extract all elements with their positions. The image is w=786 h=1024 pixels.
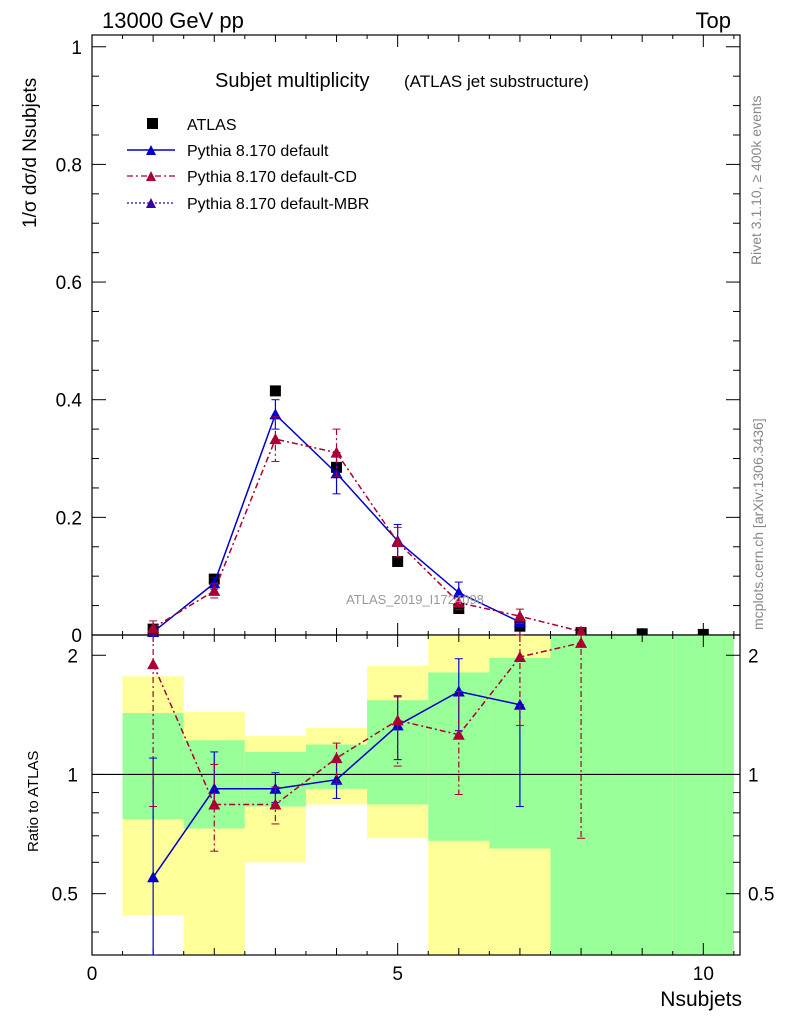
ratio-data-point <box>452 728 465 740</box>
mc-data-point <box>513 610 526 622</box>
y-tick-label: 0.8 <box>56 155 82 176</box>
legend-marker-atlas <box>147 118 158 129</box>
legend-label-atlas: ATLAS <box>187 117 237 134</box>
ratio-y-tick-label: 2 <box>67 646 78 667</box>
ratio-data-point <box>513 698 526 710</box>
ratio-y-tick-label-right: 1 <box>748 765 759 786</box>
mc-data-point <box>330 446 343 458</box>
process-label: Top <box>696 8 731 33</box>
ratio-green-band <box>672 635 734 955</box>
mc-series-line <box>152 438 582 633</box>
ratio-data-point <box>147 658 160 670</box>
analysis-watermark: ATLAS_2019_I1724098 <box>346 592 484 607</box>
legend-marker-cd <box>146 171 156 181</box>
legend-marker-mbr <box>146 198 156 208</box>
atlas-data-point <box>636 628 648 640</box>
ratio-data-point <box>513 650 526 662</box>
legend: ATLAS Pythia 8.170 default Pythia 8.170 … <box>127 117 369 213</box>
y-axis-label-text: 1/σ dσ/d Nsubjets <box>20 78 41 228</box>
ratio-y-tick-label-right: 2 <box>748 646 759 667</box>
ratio-data-point <box>575 636 588 648</box>
ratio-data-point <box>269 798 282 810</box>
atlas-data-point <box>453 603 465 615</box>
x-tick-label: 5 <box>392 964 403 985</box>
atlas-data-point <box>392 555 404 567</box>
ratio-data-point <box>330 752 343 764</box>
ratio-series-line <box>152 642 582 806</box>
mcplots-label: mcplots.cern.ch [arXiv:1306.3436] <box>750 418 766 630</box>
ratio-green-band <box>611 635 673 955</box>
mc-data-point <box>391 536 404 548</box>
mc-data-point <box>513 616 526 628</box>
legend-label-default: Pythia 8.170 default <box>187 143 329 160</box>
ratio-frame <box>91 634 741 956</box>
chart-subtitle: (ATLAS jet substructure) <box>404 72 589 91</box>
y-axis-label: 1/σ dσ/d Nsubjets <box>20 78 41 228</box>
mc-data-point <box>147 621 160 633</box>
rivet-label: Rivet 3.1.10, ≥ 400k events <box>748 95 764 265</box>
mc-data-point <box>575 625 588 637</box>
mc-data-point <box>208 577 221 589</box>
y-tick-label: 0.6 <box>56 273 82 294</box>
atlas-data-point <box>269 385 281 397</box>
ratio-y-tick-label-right: 0.5 <box>748 885 774 906</box>
ratio-y-tick-label: 0.5 <box>52 885 78 906</box>
ratio-panel: 0 5 10 0.5 0.5 1 1 2 2 <box>52 634 774 985</box>
x-axis-label: Nsubjets <box>660 988 742 1011</box>
y-tick-label: 0.4 <box>56 391 83 412</box>
x-tick-label: 10 <box>693 964 714 985</box>
legend-marker-default <box>146 145 156 155</box>
mc-data-point <box>452 596 465 608</box>
mc-data-point <box>269 433 282 445</box>
x-tick-label: 0 <box>87 964 98 985</box>
ratio-y-tick-label: 1 <box>67 765 78 786</box>
ratio-data-point <box>147 871 160 883</box>
legend-label-cd: Pythia 8.170 default-CD <box>187 169 357 186</box>
ratio-y-label: Ratio to ATLAS <box>25 751 42 852</box>
ratio-data-point <box>208 798 221 810</box>
mc-data-point <box>452 586 465 598</box>
y-tick-label: 0 <box>71 626 82 647</box>
mc-data-point <box>208 584 221 596</box>
legend-label-mbr: Pythia 8.170 default-MBR <box>187 196 369 213</box>
chart-title: Subjet multiplicity <box>215 70 370 92</box>
y-tick-label: 1 <box>71 38 82 59</box>
energy-label: 13000 GeV pp <box>102 8 244 33</box>
ratio-data-point <box>391 714 404 726</box>
main-panel: 0 0.2 0.4 0.6 0.8 1 <box>56 34 741 647</box>
y-tick-label: 0.2 <box>56 508 82 529</box>
ratio-data-point <box>330 773 343 785</box>
